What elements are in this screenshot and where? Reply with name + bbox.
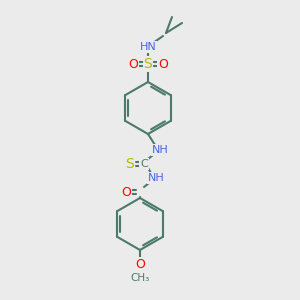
Text: HN: HN xyxy=(140,42,156,52)
Text: NH: NH xyxy=(152,145,168,155)
Text: O: O xyxy=(135,257,145,271)
Text: O: O xyxy=(158,58,168,70)
Text: O: O xyxy=(128,58,138,70)
Text: C: C xyxy=(140,159,148,169)
Text: S: S xyxy=(126,157,134,171)
Text: O: O xyxy=(121,185,131,199)
Text: CH₃: CH₃ xyxy=(130,273,150,283)
Text: S: S xyxy=(144,57,152,71)
Text: NH: NH xyxy=(148,173,164,183)
